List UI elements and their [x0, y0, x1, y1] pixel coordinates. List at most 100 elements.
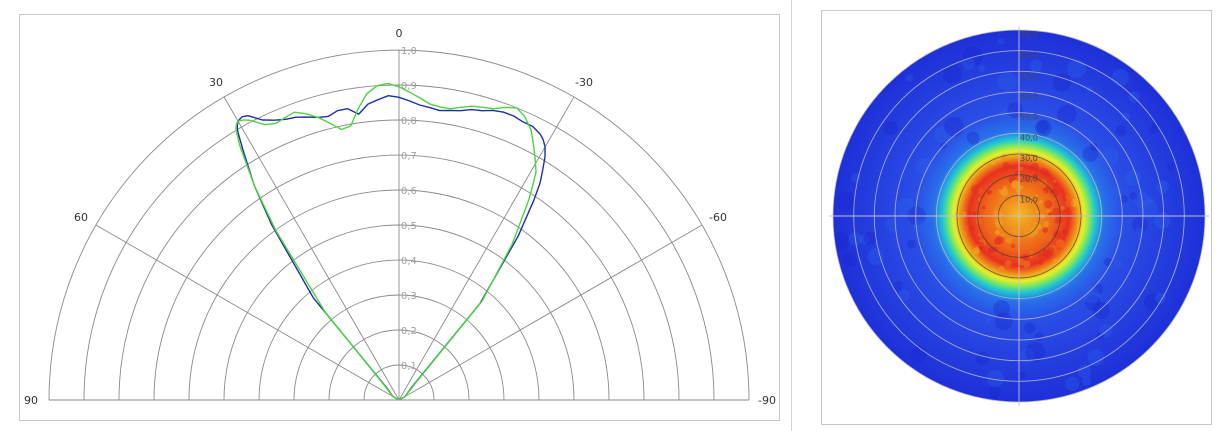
- heatmap-speckle: [1004, 260, 1012, 268]
- polar-grid-spoke: [95, 224, 400, 401]
- heatmap-speckle: [1038, 260, 1044, 265]
- heatmap-ring-label: 90,0: [1020, 30, 1038, 39]
- heatmap-mottle: [1120, 195, 1128, 204]
- heatmap-ring-label: 50,0: [1020, 113, 1038, 122]
- heatmap-mottle: [997, 71, 1018, 91]
- heatmap-mottle: [932, 253, 947, 268]
- heatmap-mottle: [1036, 120, 1050, 134]
- heatmap-mottle: [1156, 180, 1170, 194]
- polar-grid-spoke: [398, 224, 703, 401]
- heatmap-mottle: [910, 346, 927, 363]
- radial-tick-label: 1,0: [401, 46, 417, 57]
- heatmap-mottle: [1052, 73, 1072, 92]
- angle-label: -60: [709, 211, 727, 224]
- heatmap-mottle: [975, 351, 990, 366]
- heatmap-mottle: [1035, 119, 1052, 137]
- heatmap-mottle: [898, 289, 910, 301]
- heatmap-mottle: [1082, 286, 1100, 304]
- heatmap-mottle: [1089, 142, 1098, 151]
- heatmap-ring-label: 60,0: [1020, 92, 1038, 101]
- heatmap-speckle: [991, 160, 996, 165]
- heatmap-mottle: [1025, 342, 1045, 362]
- heatmap-mottle: [896, 198, 915, 217]
- heatmap-mottle: [1018, 371, 1026, 380]
- heatmap-speckle: [978, 246, 983, 251]
- heatmap-mottle: [1077, 364, 1092, 379]
- heatmap-speckle: [988, 163, 992, 168]
- heatmap-speckle: [998, 265, 1005, 273]
- heatmap-mottle: [1153, 212, 1171, 230]
- heatmap-mottle: [993, 300, 1010, 317]
- heatmap-speckle: [970, 184, 980, 194]
- heatmap-mottle: [985, 317, 992, 324]
- heatmap-mottle: [1129, 192, 1138, 200]
- heatmap-mottle: [883, 121, 899, 136]
- heatmap-mottle: [836, 191, 857, 212]
- heatmap-mottle: [1070, 137, 1077, 144]
- radial-tick-label: 0,2: [401, 326, 417, 337]
- heatmap-mottle: [928, 253, 936, 261]
- heatmap-mottle: [1132, 217, 1148, 233]
- heatmap-mottle: [1065, 376, 1080, 392]
- heatmap-mottle: [1125, 169, 1141, 186]
- heatmap-speckle: [1047, 246, 1055, 254]
- heatmap-mottle: [962, 57, 976, 70]
- heatmap-mottle: [1114, 259, 1123, 268]
- heatmap-speckle: [1061, 229, 1068, 236]
- heatmap-speckle: [969, 226, 975, 232]
- heatmap-speckle: [1028, 165, 1034, 171]
- heatmap-mottle: [867, 248, 885, 265]
- radial-tick-label: 0,7: [401, 151, 417, 162]
- radial-tick-label: 0,1: [401, 361, 417, 372]
- heatmap-ring-label: 40,0: [1020, 133, 1038, 142]
- heatmap-speckle: [1031, 162, 1039, 171]
- heatmap-mottle: [988, 386, 1001, 399]
- heatmap-mottle: [1149, 126, 1158, 134]
- series-line-green: [235, 82, 537, 401]
- heatmap-ring-labels: 10,0 20,0 30,0 40,0 50,0 60,0 70,0 80,0 90,0: [1020, 30, 1038, 204]
- heatmap-mottle: [933, 126, 951, 144]
- heatmap-mottle: [1147, 197, 1154, 204]
- polar-heatmap: 10,0 20,0 30,0 40,0 50,0 60,0 70,0 80,0 90,0: [829, 26, 1209, 406]
- heatmap-mottle: [997, 38, 1005, 45]
- heatmap-mottle: [995, 312, 1013, 331]
- heatmap-speckle: [973, 247, 981, 255]
- radial-tick-label: 0,9: [401, 81, 417, 92]
- heatmap-mottle: [1029, 59, 1043, 73]
- heatmap-mottle: [1092, 301, 1110, 320]
- polar-chart-frame: [19, 14, 780, 421]
- heatmap-mottle: [851, 172, 861, 183]
- heatmap-speckle: [1065, 198, 1074, 208]
- heatmap-mottle: [1100, 147, 1119, 167]
- heatmap-speckle: [1055, 239, 1065, 248]
- angle-label: -30: [575, 76, 593, 89]
- angle-label: 60: [74, 211, 88, 224]
- heatmap-mottle: [905, 197, 914, 205]
- heatmap-mottle: [1092, 283, 1104, 295]
- angle-label: 90: [24, 394, 38, 407]
- heatmap-speckle: [1044, 170, 1051, 177]
- heatmap-mottle: [1115, 125, 1127, 137]
- radial-tick-label: 0,4: [401, 256, 417, 267]
- heatmap-mottle: [1103, 257, 1113, 267]
- heatmap-mottle: [1111, 68, 1129, 86]
- heatmap-mottle: [1066, 59, 1086, 79]
- heatmap-mottle: [915, 158, 932, 175]
- heatmap-speckle: [1002, 161, 1010, 169]
- heatmap-ring-label: 20,0: [1020, 175, 1038, 184]
- heatmap-mottle: [905, 74, 914, 82]
- heatmap-mottle: [906, 239, 917, 249]
- heatmap-mottle: [942, 65, 962, 84]
- heatmap-ring-label: 10,0: [1020, 195, 1038, 204]
- heatmap-mottle: [841, 252, 857, 268]
- heatmap-speckle: [962, 231, 967, 237]
- heatmap-mottle: [963, 46, 983, 66]
- heatmap-mottle: [924, 221, 933, 231]
- angle-label: 30: [209, 76, 223, 89]
- polar-series-group: [235, 82, 546, 401]
- heatmap-ring-label: 30,0: [1020, 154, 1038, 163]
- heatmap-mottle: [1143, 293, 1161, 310]
- heatmap-ring-label: 70,0: [1020, 71, 1038, 80]
- polar-grid-spoke: [223, 96, 400, 401]
- heatmap-mottle: [1082, 146, 1098, 162]
